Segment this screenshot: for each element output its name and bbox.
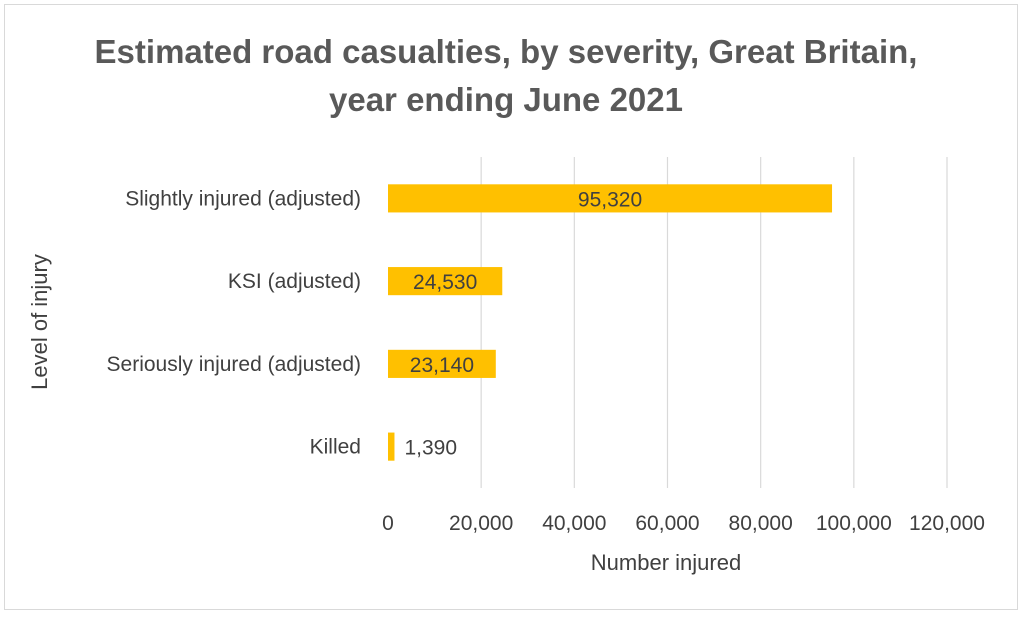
bar <box>388 267 503 296</box>
x-axis-title: Number injured <box>591 550 741 575</box>
x-tick-label: 40,000 <box>542 512 606 535</box>
chart-frame <box>4 4 1018 610</box>
category-label: KSI (adjusted) <box>228 270 361 293</box>
bar <box>388 349 496 378</box>
x-tick-label: 60,000 <box>635 512 699 535</box>
category-label: Seriously injured (adjusted) <box>107 353 361 376</box>
category-label: Killed <box>310 436 361 459</box>
data-label: 24,530 <box>413 271 477 294</box>
bar <box>388 432 395 461</box>
x-tick-label: 0 <box>382 512 394 535</box>
x-tick-label: 20,000 <box>449 512 513 535</box>
bar <box>388 184 833 213</box>
x-tick-label: 120,000 <box>909 512 985 535</box>
data-label: 23,140 <box>410 354 474 377</box>
data-label: 95,320 <box>578 188 642 211</box>
x-tick-label: 80,000 <box>729 512 793 535</box>
category-label: Slightly injured (adjusted) <box>125 187 361 210</box>
chart-title: Estimated road casualties, by severity, … <box>94 33 918 118</box>
data-label: 1,390 <box>404 437 457 460</box>
x-tick-label: 100,000 <box>816 512 892 535</box>
y-axis-title: Level of injury <box>27 254 52 390</box>
